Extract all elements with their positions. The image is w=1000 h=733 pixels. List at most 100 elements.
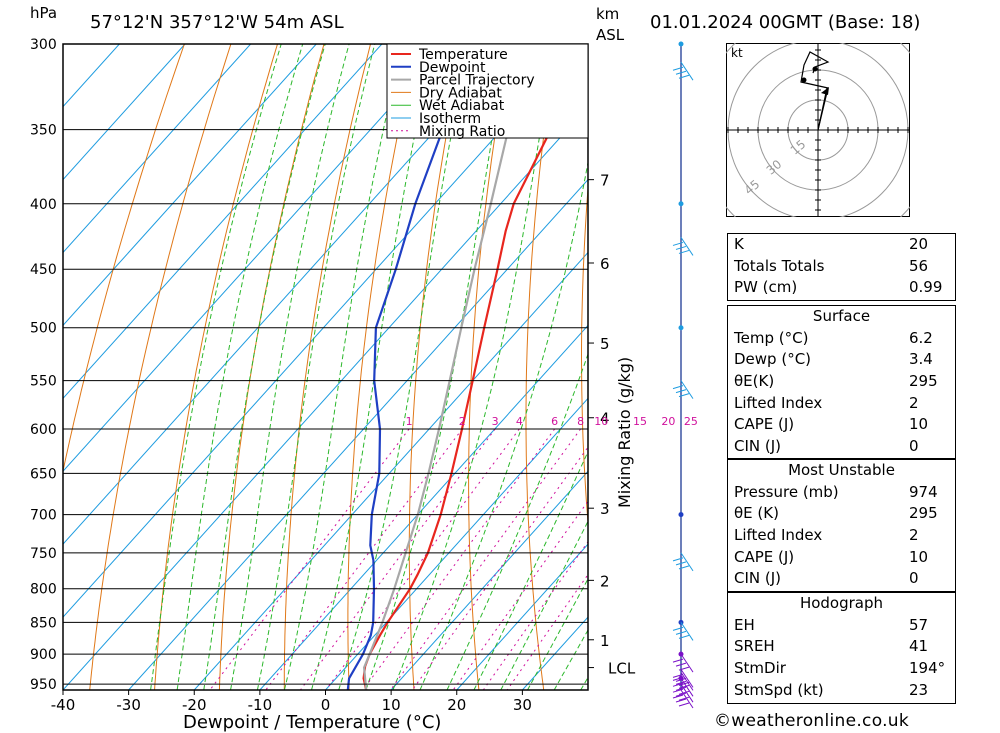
mixing-ratio-label: 1 bbox=[406, 415, 413, 428]
dry-adiabat-line bbox=[218, 44, 325, 690]
stmdir-label: StmDir bbox=[734, 659, 786, 678]
indices-table: K 20 Totals Totals 56 PW (cm) 0.99 bbox=[727, 233, 956, 301]
pressure-tick-label: 500 bbox=[30, 321, 57, 337]
mixing-ratio-line bbox=[390, 428, 582, 690]
surface-li-value: 2 bbox=[909, 393, 919, 412]
wind-barb bbox=[672, 380, 694, 399]
km-unit-label: km bbox=[596, 5, 619, 23]
pressure-tick-label: 400 bbox=[30, 197, 57, 213]
stmdir-value: 194° bbox=[909, 659, 946, 678]
dry-adiabat-line bbox=[283, 44, 371, 690]
wet-adiabat-line bbox=[338, 44, 470, 690]
mu-pressure-value: 974 bbox=[909, 482, 938, 501]
surface-temp-label: Temp (°C) bbox=[734, 328, 809, 347]
wind-level-dot bbox=[678, 512, 684, 518]
wind-barb bbox=[672, 61, 694, 81]
isotherm-line bbox=[63, 105, 588, 690]
wet-adiabat-line bbox=[446, 352, 588, 690]
wind-barb bbox=[672, 622, 694, 641]
mixing-ratio-label: 8 bbox=[577, 415, 584, 428]
x-tick-label: -10 bbox=[248, 696, 273, 714]
wind-barb bbox=[672, 678, 694, 697]
mu-pressure-label: Pressure (mb) bbox=[734, 482, 839, 501]
datetime-title: 01.01.2024 00GMT (Base: 18) bbox=[650, 12, 920, 33]
wet-adiabat-line bbox=[473, 450, 588, 690]
x-tick-label: -40 bbox=[51, 696, 76, 714]
hodograph: kt 15 30 45 bbox=[726, 43, 910, 217]
mu-li-value: 2 bbox=[909, 526, 919, 545]
mu-li-label: Lifted Index bbox=[734, 526, 823, 545]
x-tick-label: -20 bbox=[182, 696, 207, 714]
mixing-ratio-axis-title: Mixing Ratio (g/kg) bbox=[615, 357, 634, 508]
isotherm-line bbox=[63, 44, 514, 545]
wind-barb bbox=[672, 669, 694, 688]
km-tick-label: 1 bbox=[600, 632, 610, 650]
pw-value: 0.99 bbox=[909, 278, 943, 297]
legend-label: Temperature bbox=[418, 47, 508, 63]
wind-level-dot bbox=[678, 201, 684, 207]
pressure-tick-label: 300 bbox=[30, 37, 57, 53]
dry-adiabat-line bbox=[525, 44, 558, 690]
tt-value: 56 bbox=[909, 256, 929, 275]
mixing-ratio-label: 25 bbox=[684, 415, 698, 428]
mixing-ratio-label: 15 bbox=[633, 415, 647, 428]
dry-adiabat-line bbox=[975, 44, 1000, 690]
isotherm-line bbox=[390, 470, 588, 690]
km-tick-label: 7 bbox=[600, 172, 610, 190]
wet-adiabat-line bbox=[365, 44, 510, 690]
isotherm-line bbox=[259, 324, 588, 690]
x-tick-label: 0 bbox=[321, 696, 331, 714]
isotherm-line bbox=[325, 397, 588, 690]
mu-title: Most Unstable bbox=[788, 461, 895, 479]
dry-adiabat-line bbox=[581, 181, 588, 529]
x-tick-label: 10 bbox=[382, 696, 401, 714]
surface-dewp-label: Dewp (°C) bbox=[734, 350, 812, 369]
legend-label: Dry Adiabat bbox=[419, 85, 502, 101]
lcl-label: LCL bbox=[608, 660, 636, 678]
mu-cin-label: CIN (J) bbox=[734, 569, 782, 588]
isotherm-line bbox=[193, 251, 588, 690]
mixing-ratio-line bbox=[411, 446, 588, 690]
mixing-ratio-line bbox=[265, 428, 463, 690]
surface-title: Surface bbox=[812, 307, 871, 325]
x-tick-label: -30 bbox=[116, 696, 141, 714]
k-value: 20 bbox=[909, 235, 929, 253]
isotherm-line bbox=[63, 44, 383, 400]
pressure-tick-label: 350 bbox=[30, 123, 57, 139]
mixing-ratio-line bbox=[452, 500, 588, 690]
mixing-ratio-line bbox=[299, 428, 496, 690]
mixing-ratio-line bbox=[362, 428, 556, 690]
parcel-trajectory bbox=[362, 44, 534, 690]
isotherm-line bbox=[456, 543, 588, 690]
pressure-tick-label: 550 bbox=[30, 374, 57, 390]
wet-adiabat-line bbox=[176, 44, 304, 690]
mixing-ratio-label: 3 bbox=[492, 415, 499, 428]
wind-barb bbox=[672, 672, 694, 691]
k-label: K bbox=[734, 235, 744, 253]
surface-cin-value: 0 bbox=[909, 437, 919, 456]
asl-unit-label: ASL bbox=[596, 26, 625, 44]
isotherm-line bbox=[63, 44, 580, 618]
mixing-ratio-line bbox=[325, 428, 520, 690]
pressure-tick-label: 600 bbox=[30, 422, 57, 438]
mixing-ratio-label: 4 bbox=[516, 415, 523, 428]
sreh-value: 41 bbox=[909, 637, 929, 656]
pressure-tick-label: 450 bbox=[30, 262, 57, 278]
mixing-ratio-label: 10 bbox=[594, 415, 608, 428]
x-axis-title: Dewpoint / Temperature (°C) bbox=[183, 712, 441, 733]
eh-label: EH bbox=[734, 615, 755, 634]
eh-value: 57 bbox=[909, 615, 929, 634]
surface-cin-label: CIN (J) bbox=[734, 437, 782, 456]
dry-adiabat-line bbox=[63, 44, 185, 474]
dry-adiabat-line bbox=[89, 44, 232, 690]
km-tick-label: 3 bbox=[600, 500, 610, 518]
isotherm-line bbox=[63, 44, 186, 181]
surface-cape-value: 10 bbox=[909, 415, 929, 434]
hodograph-unit: kt bbox=[731, 46, 743, 60]
mixing-ratio-label: 20 bbox=[661, 415, 675, 428]
km-tick-label: 5 bbox=[600, 335, 610, 353]
surface-thetae-label: θE(K) bbox=[734, 372, 775, 391]
pressure-tick-label: 800 bbox=[30, 582, 57, 598]
hpa-unit-label: hPa bbox=[30, 4, 57, 22]
